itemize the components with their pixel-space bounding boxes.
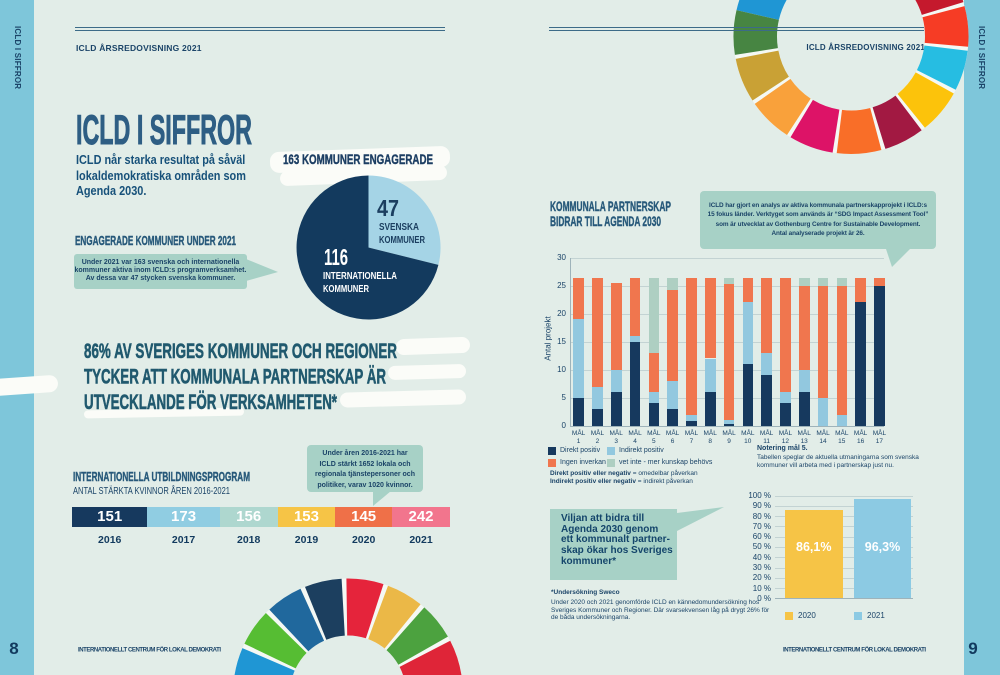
svg-text:INTERNATIONELLA UTBILDNINGSPRO: INTERNATIONELLA UTBILDNINGSPROGRAM	[73, 469, 250, 484]
svg-text:ENGAGERADE KOMMUNER UNDER 2021: ENGAGERADE KOMMUNER UNDER 2021	[75, 233, 236, 248]
svg-text:INTERNATIONELLT CENTRUM FÖR LO: INTERNATIONELLT CENTRUM FÖR LOKAL DEMOKR…	[783, 647, 926, 654]
svg-text:47: 47	[377, 195, 399, 221]
svg-text:ICLD I SIFFROR: ICLD I SIFFROR	[76, 106, 252, 153]
svg-text:86% AV SVERIGES KOMMUNER OCH R: 86% AV SVERIGES KOMMUNER OCH REGIONER	[84, 339, 397, 363]
svg-text:KOMMUNER: KOMMUNER	[323, 283, 369, 295]
svg-text:KOMMUNALA PARTNERSKAP: KOMMUNALA PARTNERSKAP	[550, 198, 671, 214]
svg-text:KOMMUNER: KOMMUNER	[379, 234, 425, 246]
svg-text:SVENSKA: SVENSKA	[379, 221, 419, 233]
svg-text:INTERNATIONELLA: INTERNATIONELLA	[323, 270, 397, 282]
svg-text:ANTAL STÄRKTA KVINNOR ÅREN 201: ANTAL STÄRKTA KVINNOR ÅREN 2016-2021	[73, 484, 230, 497]
svg-text:INTERNATIONELLT CENTRUM FÖR LO: INTERNATIONELLT CENTRUM FÖR LOKAL DEMOKR…	[78, 647, 221, 654]
svg-text:BIDRAR TILL AGENDA 2030: BIDRAR TILL AGENDA 2030	[550, 213, 661, 229]
svg-text:TYCKER ATT KOMMUNALA PARTNERSK: TYCKER ATT KOMMUNALA PARTNERSKAP ÄR	[84, 365, 386, 389]
svg-text:163 KOMMUNER ENGAGERADE: 163 KOMMUNER ENGAGERADE	[283, 152, 433, 167]
svg-text:116: 116	[324, 244, 348, 270]
svg-text:UTVECKLANDE FÖR VERKSAMHETEN*: UTVECKLANDE FÖR VERKSAMHETEN*	[84, 389, 337, 414]
